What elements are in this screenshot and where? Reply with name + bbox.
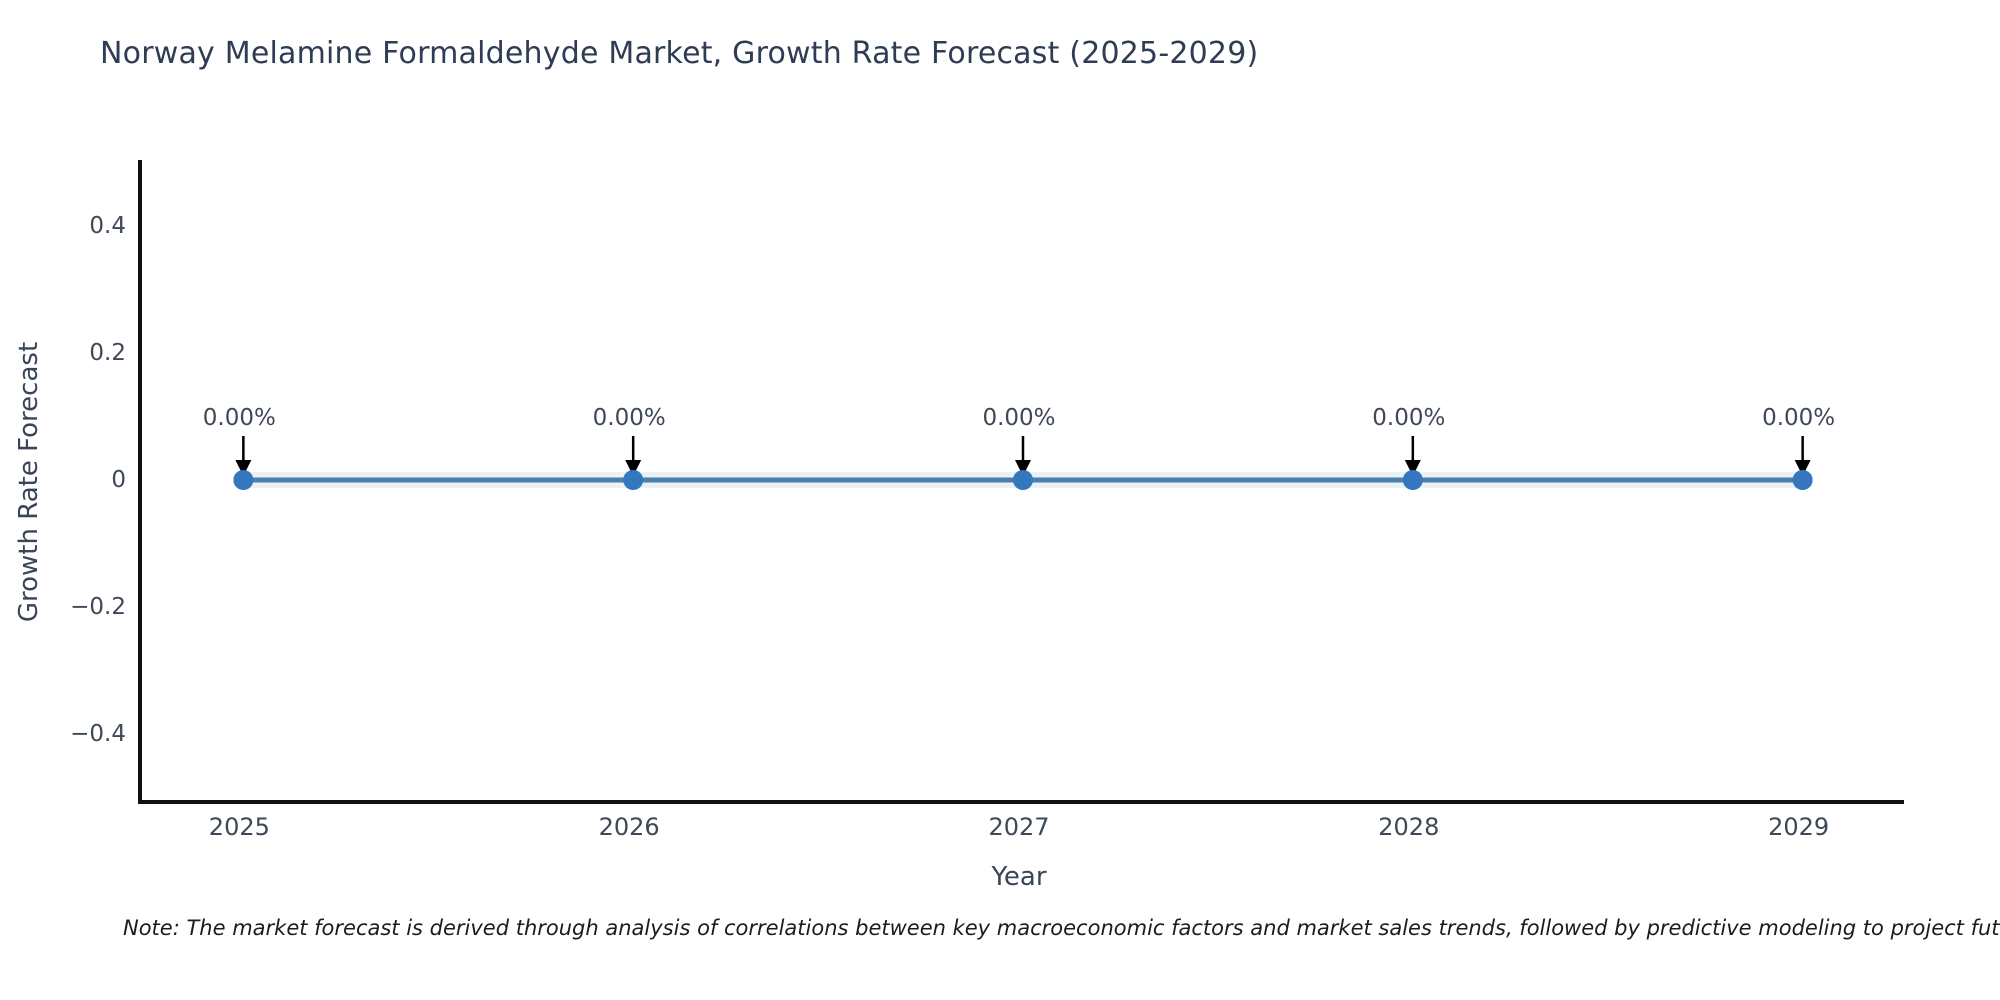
data-point-marker — [1402, 470, 1423, 490]
point-annotation: 0.00% — [1762, 405, 1836, 431]
data-point-marker — [1792, 470, 1813, 490]
annotation-arrow-head — [1015, 460, 1031, 476]
x-axis-title: Year — [991, 862, 1047, 892]
point-annotation: 0.00% — [592, 405, 666, 431]
annotation-arrow-head — [235, 460, 252, 476]
footnote: Note: The market forecast is derived thr… — [123, 916, 2000, 940]
line-series-svg — [233, 436, 1813, 490]
point-annotation: 0.00% — [202, 405, 276, 431]
point-annotation: 0.00% — [1372, 405, 1446, 431]
point-annotation: 0.00% — [982, 405, 1056, 431]
y-tick-label: −0.2 — [70, 593, 126, 620]
chart-title: Norway Melamine Formaldehyde Market, Gro… — [100, 36, 1259, 71]
x-tick-label: 2025 — [208, 813, 270, 841]
x-tick-label: 2027 — [988, 813, 1050, 841]
plot-area — [138, 160, 1904, 804]
x-tick-label: 2028 — [1378, 813, 1440, 841]
annotation-arrow-head — [1794, 460, 1811, 476]
data-point-marker — [233, 470, 254, 490]
y-tick-label: 0.4 — [89, 213, 126, 240]
x-tick-label: 2029 — [1768, 813, 1830, 841]
y-tick-label: 0 — [111, 467, 126, 493]
data-point-marker — [623, 470, 644, 490]
x-tick-label: 2026 — [598, 813, 660, 841]
annotation-arrow-head — [1404, 460, 1421, 476]
y-tick-label: 0.2 — [89, 340, 126, 367]
y-tick-label: −0.4 — [70, 720, 126, 747]
data-point-marker — [1013, 470, 1033, 490]
annotation-arrow-head — [625, 460, 642, 476]
